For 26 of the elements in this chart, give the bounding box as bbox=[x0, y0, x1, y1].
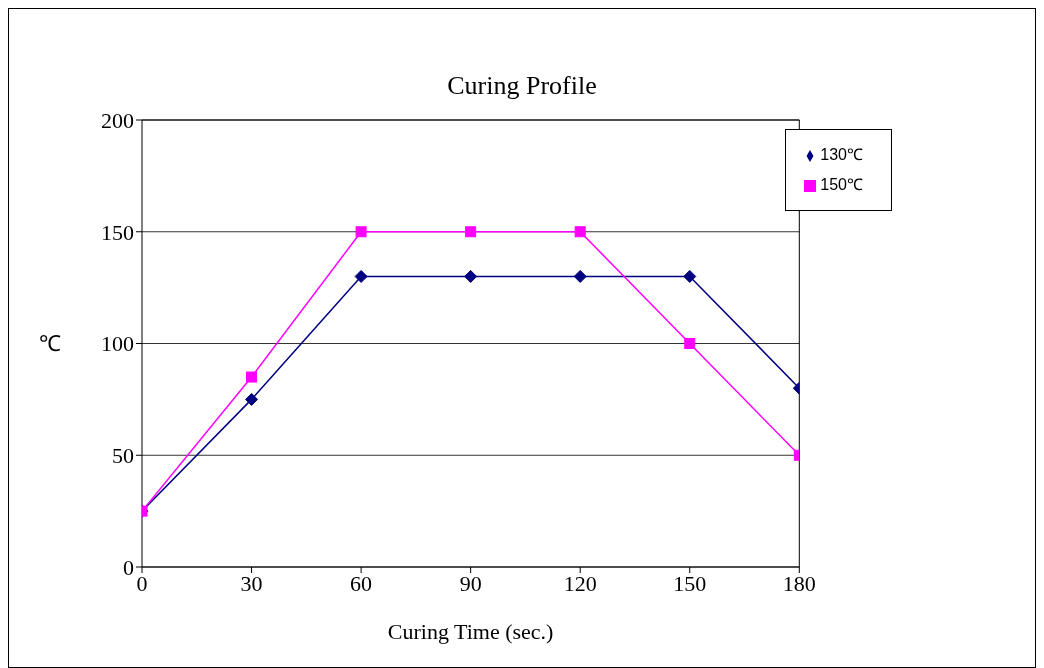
x-tick-label: 90 bbox=[459, 570, 482, 596]
x-axis-title: Curing Time (sec.) bbox=[387, 619, 554, 644]
y-tick-label: 100 bbox=[101, 331, 134, 357]
x-tick-label: 150 bbox=[673, 570, 707, 596]
point bbox=[246, 371, 258, 383]
y-tick-label: 150 bbox=[101, 219, 134, 245]
x-tick-label: 120 bbox=[563, 570, 597, 596]
y-axis-title: ℃ bbox=[39, 330, 61, 357]
x-tick-label: 30 bbox=[240, 570, 263, 596]
y-tick-label: 50 bbox=[112, 443, 134, 469]
point bbox=[573, 269, 587, 283]
point bbox=[684, 338, 696, 349]
point bbox=[574, 226, 586, 238]
y-tick-label: 200 bbox=[101, 107, 134, 133]
point bbox=[245, 392, 259, 406]
x-tick-label: 180 bbox=[782, 570, 816, 596]
x-tick-label: 60 bbox=[350, 570, 373, 596]
legend-label: 130℃ bbox=[820, 146, 863, 163]
point bbox=[355, 226, 367, 238]
legend-label: 150℃ bbox=[820, 176, 863, 193]
point bbox=[354, 269, 368, 283]
point bbox=[683, 269, 697, 283]
chart-title: Curing Profile bbox=[446, 71, 598, 101]
point bbox=[464, 269, 478, 283]
y-tick-label: 0 bbox=[123, 554, 134, 580]
point bbox=[465, 226, 477, 238]
